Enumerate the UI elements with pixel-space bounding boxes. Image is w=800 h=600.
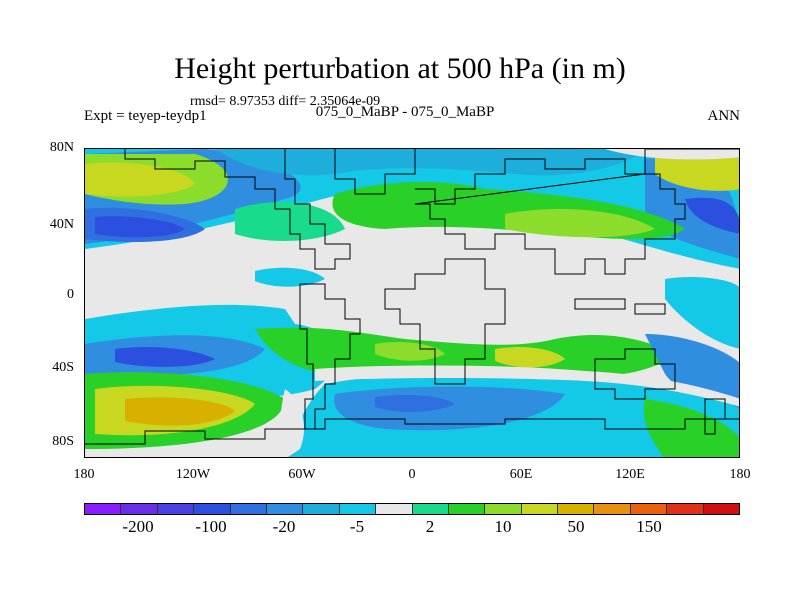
- contour-green-south-mid: [255, 327, 675, 377]
- colorbar-swatch: [121, 504, 158, 514]
- contour-yellow-northeast: [655, 149, 739, 191]
- contour-cyan-equator-west: [255, 267, 325, 287]
- contour-darkblue-south-core: [375, 394, 455, 412]
- colorbar-swatch: [667, 504, 704, 514]
- contour-green-south-east: [643, 399, 739, 457]
- lon-tick-180-west: 180: [73, 467, 95, 482]
- coastline-eurasia: [414, 149, 739, 275]
- colorbar-label-minus20: -20: [272, 517, 296, 536]
- coastline-australia: [594, 348, 676, 400]
- colorbar-swatch: [157, 504, 195, 514]
- contour-white-south-west-gap: [275, 389, 304, 457]
- contour-white-north-gap: [605, 149, 739, 160]
- lon-tick-180-east: 180: [729, 467, 751, 482]
- coastline-new-zealand: [704, 398, 726, 435]
- colorbar-swatch: [194, 504, 231, 514]
- contour-cyan-south-east: [645, 334, 739, 409]
- colorbar-swatch: [376, 504, 413, 514]
- contour-yellowgreen-south-mid: [375, 342, 445, 361]
- colorbar-label-50: 50: [567, 517, 585, 536]
- colorbar-swatch: [412, 504, 449, 514]
- colorbar-label-150: 150: [636, 517, 662, 536]
- contour-cyan-equator-east: [665, 277, 739, 349]
- contour-orange-northwest: [85, 162, 195, 197]
- lat-tick-80s: 80S: [52, 434, 74, 449]
- contour-darkblue-north-east: [685, 197, 739, 234]
- colorbar-swatch: [230, 504, 267, 514]
- colorbar-swatch: [485, 504, 522, 514]
- lon-tick-120w: 120W: [175, 467, 211, 482]
- contour-darkblue-south: [115, 347, 215, 367]
- season-label: ANN: [707, 108, 741, 124]
- coastline-africa: [384, 258, 506, 385]
- colorbar-swatch: [303, 504, 340, 514]
- colorbar-label-minus100: -100: [195, 517, 227, 536]
- colorbar: [84, 503, 740, 515]
- lat-tick-40n: 40N: [49, 217, 74, 232]
- coastline-outlines: [85, 149, 739, 445]
- colorbar-swatch: [703, 504, 740, 514]
- colorbar-swatch: [521, 504, 559, 514]
- colorbar-label-2: 2: [425, 517, 435, 536]
- coastline-antarctica: [85, 418, 739, 445]
- contour-white-south-band: [315, 365, 739, 407]
- colorbar-label-10: 10: [494, 517, 512, 536]
- colorbar-swatch: [630, 504, 668, 514]
- colorbar-swatch: [266, 504, 304, 514]
- comparison-label: 075_0_MaBP - 075_0_MaBP: [315, 104, 495, 120]
- contour-cyan-north-top: [215, 149, 645, 176]
- contour-map: [85, 149, 739, 457]
- lon-tick-120e: 120E: [615, 467, 645, 482]
- lon-tick-60w: 60W: [288, 467, 316, 482]
- contour-yellowgreen-north: [505, 209, 655, 238]
- map-title: Height perturbation at 500 hPa (in m): [174, 52, 626, 85]
- coastline-greenland: [334, 149, 416, 195]
- contour-cyan-equator-mid: [85, 304, 295, 334]
- coastline-north-america: [124, 149, 351, 270]
- colorbar-swatch: [594, 504, 631, 514]
- contour-yellow-south-mid: [495, 347, 565, 368]
- map-plot-area: [84, 148, 740, 458]
- lon-tick-0: 0: [408, 467, 416, 482]
- lat-tick-40s: 40S: [52, 360, 74, 375]
- colorbar-swatch: [85, 504, 122, 514]
- coastline-south-america: [299, 283, 361, 430]
- colorbar-label-minus200: -200: [122, 517, 154, 536]
- lat-tick-80n: 80N: [49, 140, 74, 155]
- colorbar-swatch: [448, 504, 486, 514]
- coastline-indonesia: [574, 298, 666, 315]
- contour-orange-southwest: [125, 397, 235, 426]
- stats-line: rmsd= 8.97353 diff= 2.35064e-09: [190, 94, 381, 109]
- experiment-label: Expt = teyep-teydp1: [84, 108, 207, 124]
- contour-darkerblue-north: [95, 216, 185, 238]
- colorbar-label-minus5: -5: [349, 517, 365, 536]
- colorbar-swatch: [558, 504, 595, 514]
- lon-tick-60e: 60E: [509, 467, 533, 482]
- colorbar-swatch: [339, 504, 377, 514]
- lat-tick-0: 0: [67, 287, 74, 302]
